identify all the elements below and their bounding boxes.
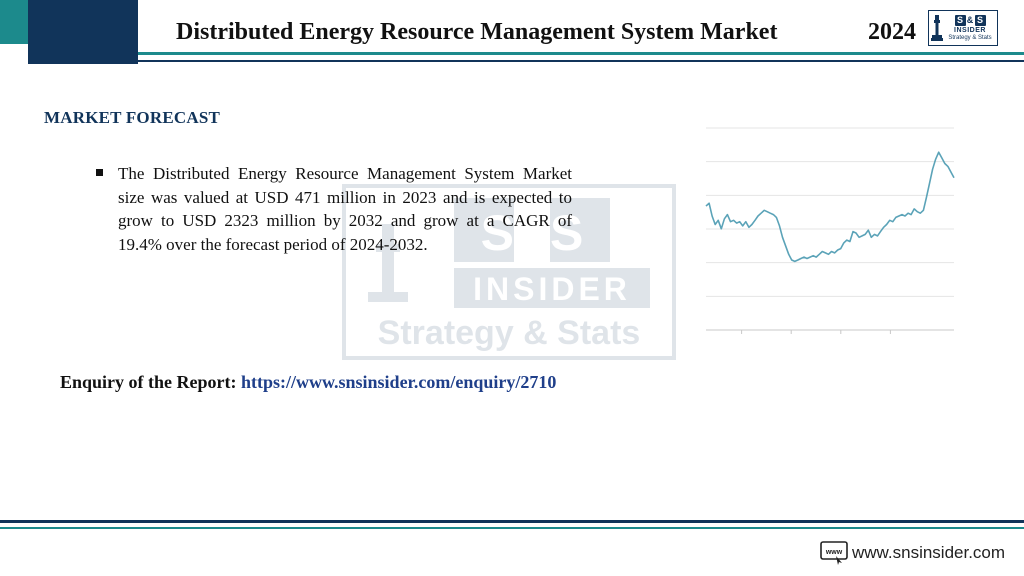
footer-rule-secondary	[0, 527, 1024, 529]
header-rule-secondary	[138, 60, 1024, 62]
footer-rule	[0, 520, 1024, 523]
page-title: Distributed Energy Resource Management S…	[176, 19, 778, 45]
header-accent-navy	[28, 0, 138, 64]
enquiry-label: Enquiry of the Report:	[60, 372, 237, 392]
watermark-logo: S&S INSIDER Strategy & Stats	[342, 184, 676, 360]
footer-logo[interactable]: www www.snsinsider.com	[820, 540, 1005, 566]
svg-text:www: www	[825, 549, 843, 556]
www-icon: www	[820, 541, 848, 565]
bullet-text: The Distributed Energy Resource Manageme…	[118, 164, 572, 254]
chart-series-line	[705, 151, 955, 263]
bullet-marker-icon	[96, 169, 103, 176]
brand-logo: S & S INSIDER Strategy & Stats	[928, 10, 998, 46]
footer-url: www.snsinsider.com	[852, 543, 1006, 562]
watermark-letters: S&S	[481, 205, 584, 261]
market-trend-chart	[705, 127, 955, 334]
section-heading: MARKET FORECAST	[44, 108, 221, 127]
watermark-name: INSIDER	[473, 271, 631, 307]
page-year: 2024	[868, 19, 916, 45]
enquiry-link[interactable]: https://www.snsinsider.com/enquiry/2710	[241, 372, 557, 392]
logo-name: INSIDER	[954, 26, 986, 34]
tower-icon	[931, 15, 943, 41]
header-rule	[138, 52, 1024, 55]
logo-tagline: Strategy & Stats	[948, 34, 992, 41]
logo-letters: S & S	[954, 14, 986, 26]
enquiry-line: Enquiry of the Report: https://www.snsin…	[60, 372, 556, 393]
watermark-tagline: Strategy & Stats	[378, 314, 641, 352]
bullet-list: The Distributed Energy Resource Manageme…	[96, 162, 572, 256]
header-accent-teal	[0, 0, 28, 44]
